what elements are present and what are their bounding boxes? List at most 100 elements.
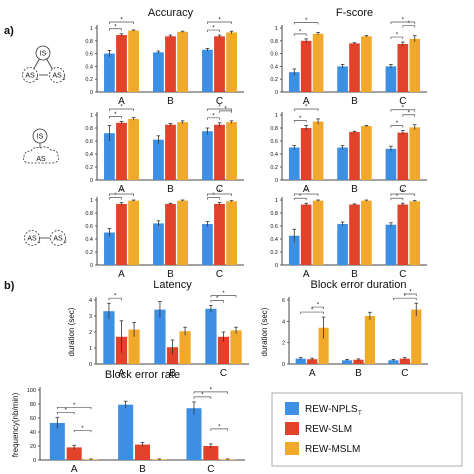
legend-swatch (285, 402, 299, 415)
category-label: C (401, 368, 408, 379)
bar (104, 133, 115, 180)
legend-label: REW-NPLS (305, 404, 358, 415)
y-tick-label: 1 (275, 198, 278, 204)
y-tick-label: 0.6 (270, 224, 278, 230)
bar (103, 311, 115, 364)
y-tick-label: 0.2 (270, 250, 278, 256)
category-label: C (207, 464, 214, 474)
y-tick-label: 0 (275, 178, 278, 184)
significance-star: * (408, 110, 411, 116)
bar (66, 447, 82, 460)
bar (49, 422, 65, 460)
diagram-node-as1-subscript: 1 (38, 239, 41, 244)
diagram-pair: AS 1 AS 2 (24, 230, 67, 246)
significance-star: * (409, 290, 412, 296)
bar (104, 53, 115, 92)
diagram-node-as1-label: AS (25, 73, 35, 80)
category-label: B (351, 184, 358, 195)
y-tick-label: 0 (90, 178, 93, 184)
y-tick-label: 0.8 (85, 39, 93, 45)
significance-bracket (193, 396, 212, 399)
category-label: A (309, 368, 316, 379)
chart-title: Block error duration (311, 279, 407, 291)
diagram-node-as1-circle (24, 230, 40, 246)
diagram-cloud-label: AS (36, 156, 46, 163)
diagram-node-as2-circle (49, 67, 65, 83)
significance-bracket (300, 311, 324, 315)
significance-star: * (396, 194, 399, 200)
panel-label-b: b) (4, 280, 15, 292)
significance-bracket (390, 125, 404, 128)
bar (165, 203, 176, 265)
charts-group: Accuracy 0 0.2 0.4 0.6 0.8 1 A B C * * * * F-score 0 0.2… (11, 7, 428, 474)
legend-label: REW-MSLM (305, 444, 360, 455)
y-tick-label: 1 (89, 346, 92, 352)
significance-star: * (210, 387, 213, 393)
bar (288, 147, 300, 180)
bar (341, 360, 353, 364)
bar (230, 330, 242, 364)
category-label: C (216, 96, 223, 107)
significance-star: * (120, 105, 123, 111)
category-label: B (167, 96, 174, 107)
diagram-node-as2-label: AS (52, 73, 62, 80)
category-label: A (303, 269, 310, 280)
diagram-cloud: AS IS (23, 128, 59, 164)
significance-bracket (390, 109, 416, 112)
y-tick-label: 0 (275, 90, 278, 96)
y-tick-label: 1 (90, 113, 93, 119)
diagram-node-is-circle (32, 128, 48, 144)
y-axis-label: frequency(nb/min) (11, 392, 20, 457)
legend-swatch (285, 422, 299, 435)
chart-title: Accuracy (148, 7, 194, 19)
category-label: A (118, 368, 125, 379)
y-tick-label: 0.4 (85, 237, 93, 243)
significance-star: * (299, 194, 302, 200)
y-tick-label: 2 (282, 341, 285, 347)
y-tick-label: 80 (30, 402, 36, 408)
significance-bracket (56, 406, 92, 410)
significance-bracket (390, 36, 404, 40)
bar (312, 121, 324, 180)
category-label: B (169, 368, 176, 379)
bar (104, 232, 115, 265)
y-tick-label: 0.4 (85, 64, 93, 70)
y-tick-label: 1 (275, 26, 278, 32)
bar (337, 147, 348, 180)
significance-star: * (299, 29, 302, 35)
legend: REW-NPLS T REW-SLM REW-MSLM (271, 392, 463, 467)
significance-star: * (317, 303, 320, 309)
y-tick-label: 0.2 (85, 77, 93, 83)
bar (312, 200, 324, 265)
category-label: C (399, 269, 406, 280)
significance-star: * (216, 296, 219, 302)
bar (166, 347, 179, 364)
category-label: B (167, 184, 174, 195)
category-label: A (118, 269, 125, 280)
diagram-arrow (32, 57, 41, 71)
significance-bracket (210, 295, 237, 298)
bar (177, 31, 188, 92)
significance-bracket (207, 108, 232, 111)
significance-bracket (109, 197, 122, 200)
category-label: C (216, 269, 223, 280)
bar (385, 66, 397, 92)
bar (409, 201, 421, 265)
significance-bracket (219, 110, 232, 113)
bar (202, 49, 213, 92)
significance-bracket (293, 197, 307, 201)
bar (353, 359, 364, 364)
significance-bracket (390, 197, 404, 201)
chart-title: F-score (336, 7, 373, 19)
significance-bracket (207, 193, 232, 196)
diagram-node-as2-subscript: 2 (64, 239, 67, 244)
chart-6: 00.20.40.60.81A B C**** (270, 190, 427, 280)
significance-bracket (109, 28, 122, 31)
diagram-node-is-label: IS (37, 134, 44, 141)
significance-star: * (396, 33, 399, 39)
significance-bracket (293, 22, 319, 25)
significance-bracket (193, 391, 229, 394)
